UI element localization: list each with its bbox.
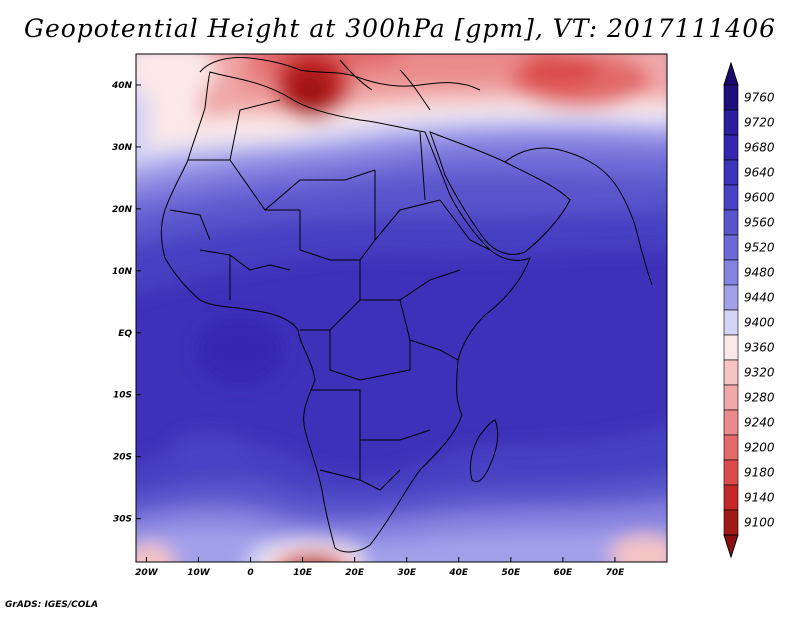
lon-tick-label: 10E xyxy=(293,568,313,578)
colorbar-swatch xyxy=(723,309,739,336)
colorbar-label: 9240 xyxy=(744,416,775,430)
lat-tick-label: EQ xyxy=(118,329,132,339)
colorbar-swatch xyxy=(723,409,739,436)
colorbar-swatch xyxy=(723,134,739,161)
lat-tick-label: 30N xyxy=(112,143,133,153)
colorbar-label: 9640 xyxy=(744,166,775,180)
lon-tick-label: 70E xyxy=(606,568,626,578)
lat-tick-label: 30S xyxy=(113,515,132,525)
colorbar-swatch xyxy=(723,509,739,536)
colorbar-label: 9320 xyxy=(744,366,775,380)
geopotential-field xyxy=(136,54,667,562)
colorbar-swatch xyxy=(723,484,739,511)
lon-tick-label: 10W xyxy=(187,568,211,578)
colorbar-swatch xyxy=(723,84,739,111)
colorbar-label: 9440 xyxy=(744,291,775,305)
colorbar-label: 9520 xyxy=(744,241,775,255)
colorbar-label: 9480 xyxy=(744,266,775,280)
latitude-axis: 40N 30N 20N 10N EQ 10S 20S 30S xyxy=(111,81,141,525)
colorbar-label: 9600 xyxy=(744,191,775,205)
lat-tick-label: 10S xyxy=(113,391,132,401)
colorbar-label: 9680 xyxy=(744,141,775,155)
colorbar-swatch xyxy=(723,434,739,461)
longitude-axis: 20W 10W 0 10E 20E 30E 40E 50E 60E 70E xyxy=(135,557,625,578)
colorbar-label: 9200 xyxy=(744,441,775,455)
colorbar-label: 9560 xyxy=(744,216,775,230)
colorbar: 9760 9720 9680 9640 9600 9560 9520 9480 9440 9400… xyxy=(723,61,775,559)
colorbar-label: 9760 xyxy=(744,91,775,105)
colorbar-swatch xyxy=(723,459,739,486)
lat-tick-label: 20N xyxy=(112,205,133,215)
colorbar-high-arrow xyxy=(723,61,739,86)
lon-tick-label: 20E xyxy=(345,568,365,578)
colorbar-label: 9400 xyxy=(744,316,775,330)
lon-tick-label: 20W xyxy=(135,568,159,578)
lon-tick-label: 60E xyxy=(554,568,574,578)
colorbar-swatch xyxy=(723,359,739,386)
colorbar-low-arrow xyxy=(723,534,739,559)
lat-tick-label: 40N xyxy=(111,81,133,91)
colorbar-label: 9720 xyxy=(744,116,775,130)
colorbar-swatch xyxy=(723,334,739,361)
lon-tick-label: 30E xyxy=(397,568,417,578)
colorbar-swatch xyxy=(723,259,739,286)
colorbar-label: 9180 xyxy=(744,466,775,480)
colorbar-swatch xyxy=(723,184,739,211)
colorbar-label: 9280 xyxy=(744,391,775,405)
lon-tick-label: 50E xyxy=(501,568,521,578)
plot-frame xyxy=(135,53,668,563)
colorbar-label: 9140 xyxy=(744,491,775,505)
coastlines xyxy=(160,57,653,553)
colorbar-label: 9360 xyxy=(744,341,775,355)
colorbar-swatch xyxy=(723,209,739,236)
grads-credit: GrADS: IGES/COLA xyxy=(5,600,99,610)
colorbar-swatch xyxy=(723,284,739,311)
page-title: Geopotential Height at 300hPa [gpm], VT:… xyxy=(23,14,777,43)
lat-tick-label: 10N xyxy=(112,267,133,277)
lat-tick-label: 20S xyxy=(113,453,132,463)
colorbar-label: 9100 xyxy=(744,516,775,530)
colorbar-swatch xyxy=(723,384,739,411)
lon-tick-label: 0 xyxy=(247,568,253,578)
lon-tick-label: 40E xyxy=(448,568,469,578)
colorbar-swatch xyxy=(723,159,739,186)
colorbar-swatch xyxy=(723,234,739,261)
colorbar-swatch xyxy=(723,109,739,136)
